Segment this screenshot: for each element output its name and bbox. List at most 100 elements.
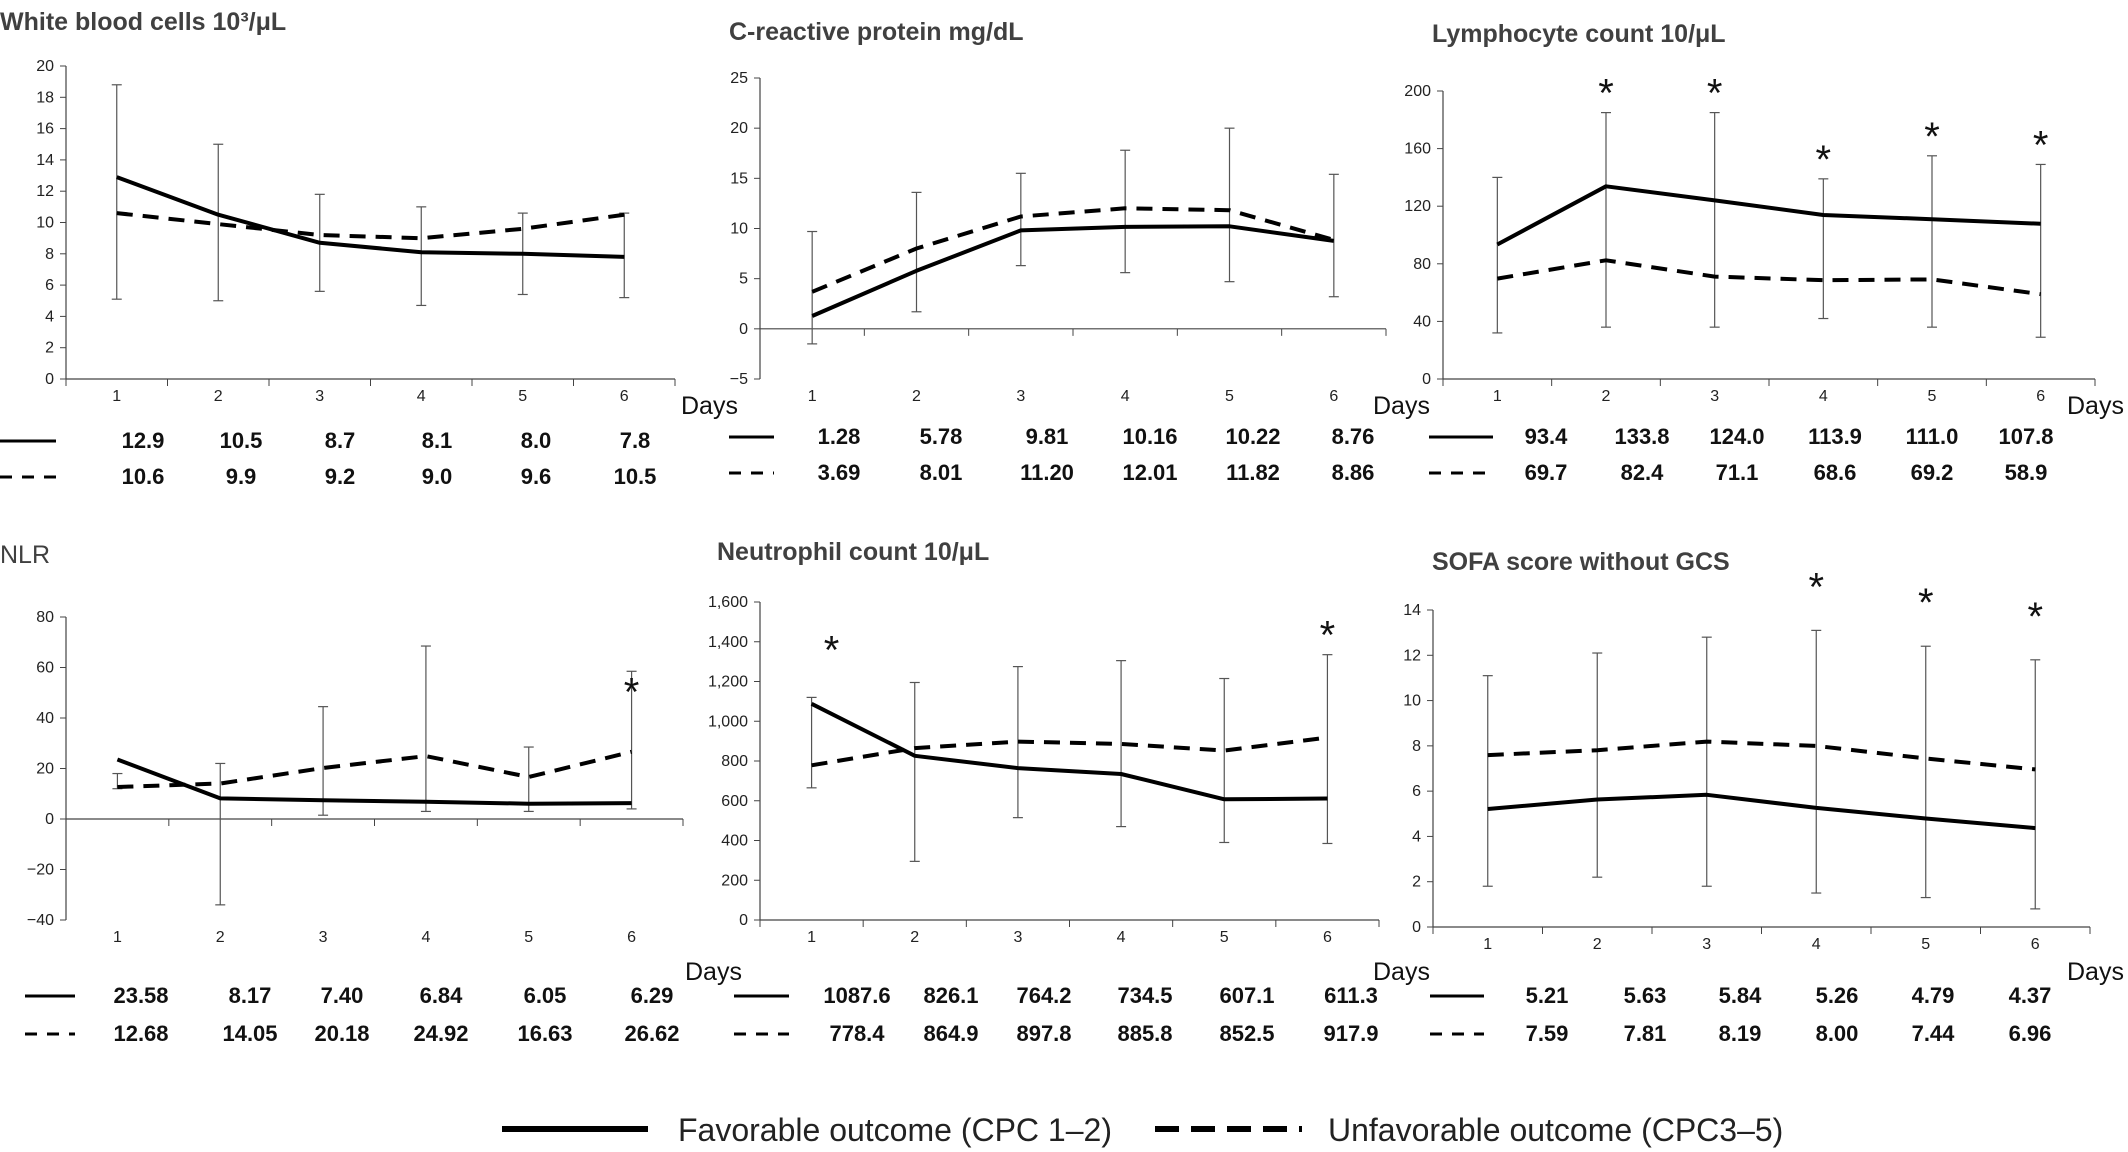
significance-star: * — [1918, 581, 1934, 625]
data-value-label: 8.7 — [325, 428, 356, 453]
y-tick-label: 1,400 — [708, 634, 748, 651]
x-tick-label: 4 — [1121, 388, 1130, 405]
y-tick-label: 2 — [45, 340, 54, 357]
significance-star: * — [2033, 123, 2049, 167]
y-tick-label: 80 — [1413, 256, 1431, 273]
significance-star: * — [824, 628, 840, 672]
y-tick-label: 0 — [739, 321, 748, 338]
data-value-label: 9.81 — [1026, 424, 1069, 449]
data-value-label: 9.2 — [325, 464, 356, 489]
data-value-label: 6.05 — [524, 983, 567, 1008]
x-tick-label: 2 — [1593, 936, 1602, 953]
y-tick-label: 800 — [721, 753, 748, 770]
data-value-label: 864.9 — [923, 1021, 978, 1046]
y-tick-label: 14 — [36, 152, 54, 169]
series-line-unfavorable — [1487, 739, 2036, 772]
data-value-label: 852.5 — [1219, 1021, 1274, 1046]
y-tick-label: 1,000 — [708, 713, 748, 730]
data-value-label: 1087.6 — [823, 983, 890, 1008]
data-value-label: 607.1 — [1219, 983, 1274, 1008]
data-value-label: 133.8 — [1614, 424, 1669, 449]
data-value-label: 5.84 — [1719, 983, 1763, 1008]
chart-title: C-reactive protein mg/dL — [729, 18, 1024, 46]
data-value-label: 10.22 — [1225, 424, 1280, 449]
x-tick-label: 4 — [1117, 929, 1126, 946]
x-tick-label: 4 — [1819, 388, 1828, 405]
x-tick-label: 1 — [1483, 936, 1492, 953]
x-tick-label: 4 — [421, 929, 430, 946]
x-axis-label: Days — [1373, 392, 1430, 420]
chart-panel-1: White blood cells 10³/μL0246810121416182… — [0, 8, 738, 489]
chart-panel-4: NLR −40 −20 0 20 40 60 80 1 2 3 4 5 6 Days * 23.58 8.17 7.… — [0, 541, 742, 1046]
x-tick-label: 3 — [1710, 388, 1719, 405]
y-tick-label: 0 — [45, 811, 54, 828]
series-line-favorable — [811, 224, 1335, 318]
x-tick-label: 3 — [1702, 936, 1711, 953]
significance-star: * — [1924, 115, 1940, 159]
y-tick-label: −20 — [27, 862, 54, 879]
series-line-unfavorable — [116, 211, 625, 241]
y-tick-label: 4 — [45, 308, 54, 325]
y-tick-label: 40 — [36, 710, 54, 727]
series-line-favorable — [116, 175, 625, 259]
significance-star: * — [1320, 614, 1336, 658]
x-tick-label: 4 — [417, 388, 426, 405]
data-value-label: 10.6 — [122, 464, 165, 489]
series-line-favorable — [116, 757, 632, 806]
data-value-label: 11.82 — [1226, 460, 1280, 485]
y-tick-label: 18 — [36, 89, 54, 106]
data-value-label: 4.37 — [2009, 983, 2052, 1008]
data-value-label: 7.81 — [1624, 1021, 1667, 1046]
y-tick-label: 40 — [1413, 313, 1431, 330]
x-axis-label: Days — [685, 958, 742, 986]
y-tick-label: 0 — [739, 912, 748, 929]
x-tick-label: 3 — [315, 388, 324, 405]
x-tick-label: 1 — [807, 929, 816, 946]
data-value-label: 7.59 — [1526, 1021, 1569, 1046]
y-tick-label: 25 — [730, 70, 748, 87]
y-tick-label: 160 — [1404, 141, 1431, 158]
data-value-label: 12.01 — [1122, 460, 1177, 485]
data-value-label: 5.21 — [1526, 983, 1569, 1008]
data-value-label: 778.4 — [829, 1021, 885, 1046]
x-tick-label: 6 — [1329, 388, 1338, 405]
data-value-label: 7.40 — [321, 983, 364, 1008]
y-tick-label: 14 — [1403, 602, 1421, 619]
data-value-label: 8.01 — [920, 460, 963, 485]
data-value-label: 69.2 — [1911, 460, 1954, 485]
x-tick-label: 5 — [524, 929, 533, 946]
data-value-label: 8.0 — [521, 428, 552, 453]
y-tick-label: 10 — [36, 215, 54, 232]
y-tick-label: 80 — [36, 609, 54, 626]
data-value-label: 4.79 — [1912, 983, 1955, 1008]
y-tick-label: 400 — [721, 833, 748, 850]
data-value-label: 9.9 — [226, 464, 257, 489]
y-tick-label: 16 — [36, 121, 54, 138]
data-value-label: 611.3 — [1324, 983, 1378, 1008]
x-axis-label: Days — [2067, 958, 2124, 986]
x-tick-label: 3 — [1016, 388, 1025, 405]
data-value-label: 82.4 — [1621, 460, 1665, 485]
x-axis-label: Days — [681, 392, 738, 420]
x-tick-label: 6 — [1323, 929, 1332, 946]
chart-title: Neutrophil count 10/μL — [717, 538, 989, 566]
data-value-label: 7.8 — [620, 428, 651, 453]
y-tick-label: 10 — [1403, 693, 1421, 710]
significance-star: * — [624, 670, 640, 714]
chart-panel-2: C-reactive protein mg/dL −5 0 5 10 15 20 25 1 2 3 4… — [729, 18, 1430, 485]
data-value-label: 6.96 — [2009, 1021, 2052, 1046]
data-value-label: 826.1 — [923, 983, 978, 1008]
significance-star: * — [1707, 72, 1723, 116]
data-value-label: 16.63 — [517, 1021, 572, 1046]
y-tick-label: 10 — [730, 221, 748, 238]
data-value-label: 885.8 — [1117, 1021, 1172, 1046]
x-tick-label: 2 — [1602, 388, 1611, 405]
data-value-label: 1.28 — [818, 424, 861, 449]
data-value-label: 3.69 — [818, 460, 861, 485]
data-value-label: 8.1 — [422, 428, 453, 453]
x-tick-label: 1 — [113, 929, 122, 946]
y-tick-label: 2 — [1412, 874, 1421, 891]
data-value-label: 14.05 — [222, 1021, 277, 1046]
data-value-label: 8.86 — [1332, 460, 1375, 485]
